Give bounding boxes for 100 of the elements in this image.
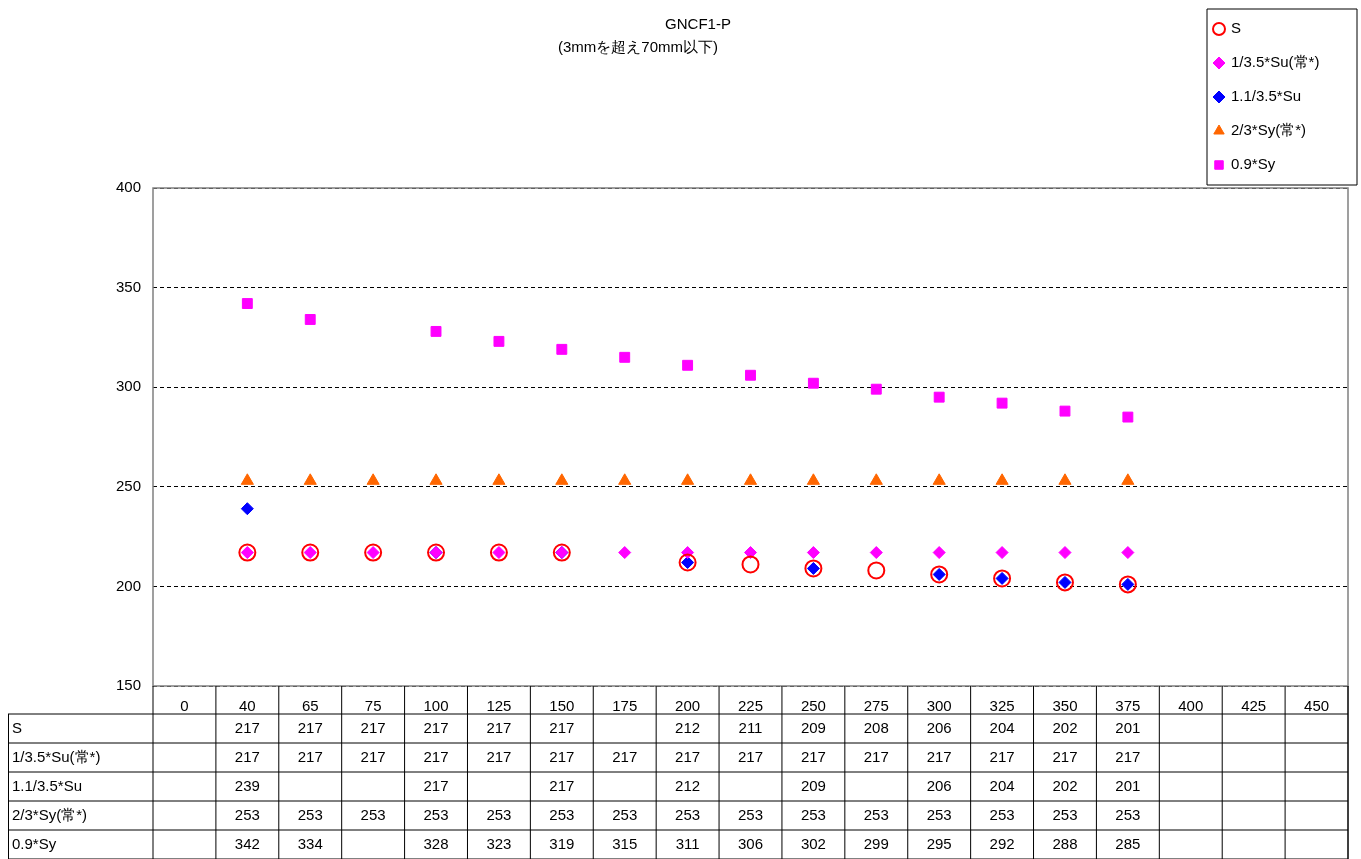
data-label: 253 — [612, 805, 638, 823]
data-label: 253 — [675, 805, 701, 823]
x-tick-label: 150 — [549, 697, 575, 715]
data-label: 204 — [989, 776, 1015, 794]
y-tick-label: 250 — [115, 476, 141, 494]
data-label: 295 — [926, 834, 952, 852]
chart-subtitle: (3mmを超え70mm以下) — [558, 38, 718, 56]
data-label: 306 — [737, 834, 764, 852]
x-tick-label: 225 — [737, 697, 764, 715]
data-label: 209 — [800, 776, 826, 794]
data-label: 319 — [549, 834, 575, 852]
data-label: 202 — [1052, 776, 1078, 794]
data-label: 204 — [989, 718, 1015, 736]
data-label: 253 — [737, 805, 764, 823]
data-label: 201 — [1115, 718, 1141, 736]
data-label: 253 — [297, 805, 323, 823]
data-label: 217 — [423, 776, 449, 794]
data-label: 208 — [863, 718, 889, 736]
x-tick-label: 75 — [364, 697, 382, 715]
x-tick-label: 325 — [989, 697, 1015, 715]
data-label: 253 — [423, 805, 449, 823]
data-label: 292 — [989, 834, 1015, 852]
data-label: 212 — [675, 718, 701, 736]
legend-label: 0.9*Sy — [1231, 155, 1276, 173]
x-tick-label: 400 — [1178, 697, 1204, 715]
x-tick-label: 275 — [863, 697, 889, 715]
data-label: 217 — [297, 718, 323, 736]
y-tick-label: 200 — [115, 576, 141, 594]
data-label: 253 — [360, 805, 386, 823]
data-label: 299 — [863, 834, 889, 852]
data-label: 311 — [675, 834, 700, 852]
data-label: 217 — [549, 776, 575, 794]
data-label: 217 — [737, 747, 764, 765]
data-label: 253 — [486, 805, 512, 823]
data-label: 217 — [486, 718, 512, 736]
data-label: 217 — [360, 747, 386, 765]
text: 2/3*Sy(常*) — [12, 805, 88, 823]
legend-label: 1.1/3.5*Su — [1231, 87, 1302, 105]
data-label: 253 — [863, 805, 889, 823]
data-label: 285 — [1115, 834, 1141, 852]
data-label: 323 — [486, 834, 512, 852]
y-tick-label: 300 — [115, 377, 141, 395]
data-label: 253 — [989, 805, 1015, 823]
data-label: 217 — [234, 747, 260, 765]
data-label: 217 — [989, 747, 1015, 765]
text: 0.9*Sy — [12, 834, 57, 852]
x-tick-label: 125 — [486, 697, 512, 715]
data-label: 217 — [675, 747, 701, 765]
data-label: 334 — [297, 834, 323, 852]
x-tick-label: 0 — [180, 697, 189, 715]
data-label: 217 — [423, 747, 449, 765]
data-label: 253 — [926, 805, 952, 823]
data-label: 201 — [1115, 776, 1141, 794]
x-tick-label: 200 — [675, 697, 701, 715]
data-label: 302 — [800, 834, 826, 852]
data-label: 209 — [800, 718, 826, 736]
legend-label: 2/3*Sy(常*) — [1231, 121, 1307, 139]
data-label: 315 — [612, 834, 638, 852]
data-label: 217 — [1115, 747, 1141, 765]
x-tick-label: 450 — [1304, 697, 1330, 715]
data-label: 217 — [234, 718, 260, 736]
x-tick-label: 300 — [926, 697, 952, 715]
data-label: 217 — [297, 747, 323, 765]
data-label: 217 — [800, 747, 826, 765]
data-label: 253 — [549, 805, 575, 823]
data-label: 217 — [1052, 747, 1078, 765]
x-tick-label: 65 — [301, 697, 319, 715]
data-label: 212 — [675, 776, 701, 794]
y-tick-label: 150 — [115, 676, 141, 694]
data-label: 253 — [800, 805, 826, 823]
legend-label: 1/3.5*Su(常*) — [1231, 53, 1320, 71]
data-label: 211 — [738, 718, 763, 736]
data-label: 253 — [1052, 805, 1078, 823]
data-label: 328 — [423, 834, 449, 852]
data-label: 217 — [423, 718, 449, 736]
data-label: 217 — [926, 747, 952, 765]
text: S — [12, 718, 23, 736]
data-label: 217 — [549, 718, 575, 736]
data-label: 253 — [234, 805, 260, 823]
y-tick-label: 350 — [115, 277, 141, 295]
data-label: 239 — [234, 776, 260, 794]
data-label: 217 — [863, 747, 889, 765]
x-tick-label: 100 — [423, 697, 449, 715]
x-tick-label: 425 — [1241, 697, 1267, 715]
data-label: 288 — [1052, 834, 1078, 852]
data-label: 206 — [926, 718, 952, 736]
data-label: 342 — [234, 834, 260, 852]
data-label: 217 — [486, 747, 512, 765]
text: 1/3.5*Su(常*) — [12, 747, 101, 765]
chart-title: GNCF1-P — [665, 15, 731, 33]
text: 1.1/3.5*Su — [12, 776, 83, 794]
y-tick-label: 400 — [115, 178, 141, 196]
data-label: 217 — [549, 747, 575, 765]
x-tick-label: 250 — [800, 697, 826, 715]
legend-label: S — [1231, 19, 1242, 37]
data-label: 217 — [360, 718, 386, 736]
data-label: 202 — [1052, 718, 1078, 736]
data-label: 217 — [612, 747, 638, 765]
x-tick-label: 350 — [1052, 697, 1078, 715]
x-tick-label: 40 — [239, 697, 256, 715]
